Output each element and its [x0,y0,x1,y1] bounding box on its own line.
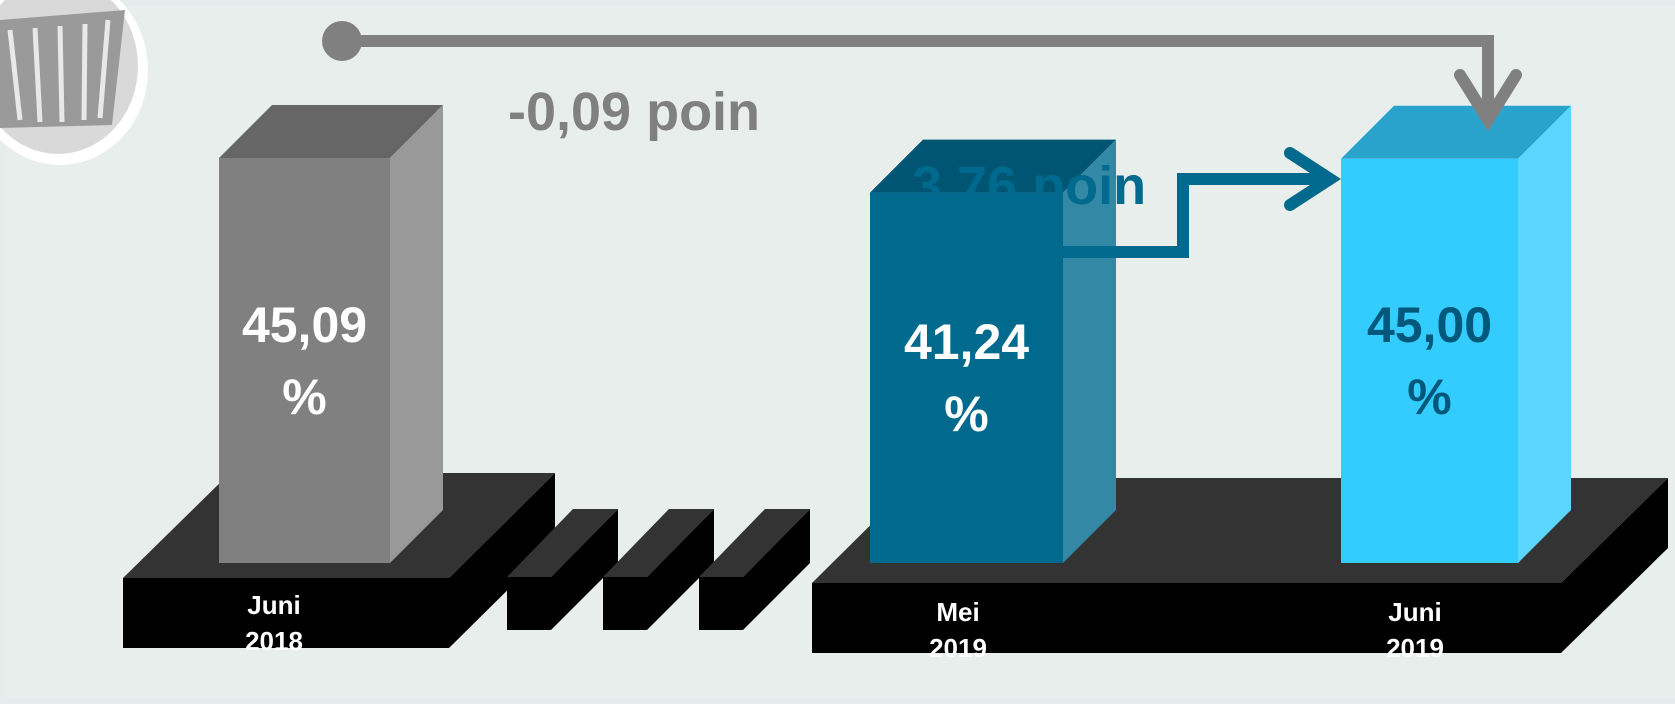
category-label: Mei 2019 [929,597,987,664]
change-arrow [1004,147,1342,272]
step [507,509,810,630]
bar [1341,105,1571,563]
value-label: 41,24 % [903,313,1030,443]
annotation: 3,76 poin [912,156,1147,216]
annotation: -0,09 poin [508,82,761,142]
comparison-arrow [322,21,1522,132]
value-label: 45,09 % [241,296,368,426]
bar [219,105,443,563]
icon [0,0,148,165]
category-label: Juni 2019 [1386,597,1444,664]
value-label: 45,00 % [1366,296,1493,426]
category-label: Juni 2018 [245,590,303,657]
